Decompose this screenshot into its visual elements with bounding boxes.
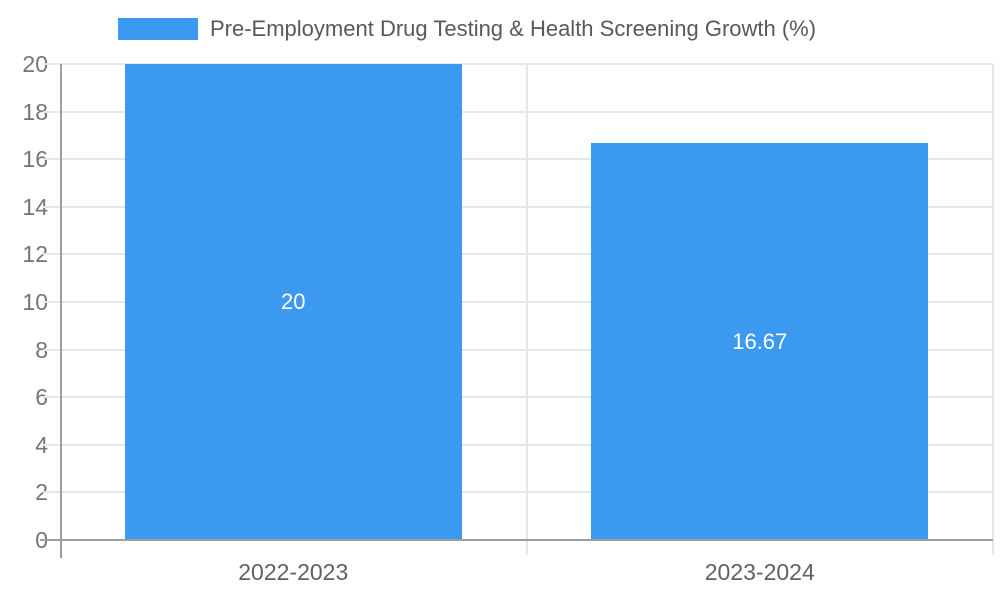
x-axis-line bbox=[40, 539, 993, 541]
gridline-vertical bbox=[525, 64, 528, 555]
y-tick-label: 10 bbox=[22, 289, 48, 315]
gridline-horizontal bbox=[43, 205, 993, 208]
gridline-horizontal bbox=[43, 348, 993, 351]
legend[interactable]: Pre-Employment Drug Testing & Health Scr… bbox=[118, 14, 816, 44]
gridline-horizontal bbox=[43, 253, 993, 256]
plot-area: 20 16.67 bbox=[40, 63, 994, 558]
x-category-label: 2022-2023 bbox=[238, 559, 349, 585]
x-category-label: 2023-2024 bbox=[704, 559, 815, 585]
y-tick-label: 16 bbox=[22, 146, 48, 173]
bar-value-label: 16.67 bbox=[732, 328, 788, 354]
bar-2022-2023[interactable] bbox=[124, 64, 462, 540]
y-tick-label: 20 bbox=[22, 51, 48, 77]
y-tick-label: 8 bbox=[35, 336, 48, 363]
legend-swatch bbox=[118, 18, 198, 40]
bar-2023-2024[interactable] bbox=[591, 143, 929, 540]
y-tick-label: 6 bbox=[35, 384, 48, 411]
gridline-horizontal bbox=[43, 301, 993, 303]
y-tick-label: 12 bbox=[22, 241, 48, 268]
y-tick-label: 14 bbox=[22, 193, 48, 220]
bar-value-label: 20 bbox=[280, 289, 306, 314]
y-tick-label: 2 bbox=[35, 479, 48, 506]
gridline-horizontal bbox=[43, 396, 993, 399]
gridline-horizontal bbox=[43, 158, 993, 161]
gridline-vertical bbox=[992, 64, 994, 555]
y-axis-line bbox=[60, 64, 62, 558]
chart-title: Pre-Employment Drug Testing & Health Scr… bbox=[210, 16, 817, 41]
y-tick-label: 18 bbox=[22, 98, 48, 125]
gridline-horizontal bbox=[43, 63, 993, 65]
gridline-horizontal bbox=[43, 110, 993, 113]
gridline-horizontal bbox=[43, 491, 993, 494]
y-tick-label: 4 bbox=[35, 431, 48, 458]
gridline-horizontal bbox=[43, 443, 993, 446]
